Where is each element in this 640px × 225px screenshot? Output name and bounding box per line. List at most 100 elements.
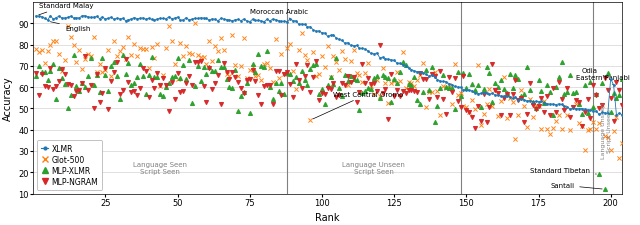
MLP-NGRAM [326, 88, 336, 91]
MLP-NGRAM [588, 84, 598, 87]
MLP-XLMR [198, 66, 209, 70]
Glot-500 [456, 92, 466, 95]
MLP-NGRAM [276, 94, 287, 97]
MLP-NGRAM [580, 111, 590, 115]
Glot-500 [317, 55, 327, 58]
Glot-500 [415, 74, 425, 77]
Glot-500 [357, 81, 367, 85]
MLP-XLMR [138, 75, 148, 79]
MLP-NGRAM [48, 88, 58, 91]
MLP-NGRAM [332, 96, 342, 99]
Glot-500 [525, 98, 535, 101]
Text: Language Seen
Script Seen: Language Seen Script Seen [133, 162, 187, 175]
Glot-500 [550, 120, 561, 123]
Glot-500 [386, 81, 396, 85]
MLP-XLMR [490, 82, 500, 86]
MLP-NGRAM [504, 114, 515, 118]
MLP-NGRAM [429, 75, 440, 78]
MLP-XLMR [614, 94, 625, 98]
MLP-NGRAM [557, 98, 567, 101]
MLP-XLMR [536, 90, 547, 93]
MLP-NGRAM [406, 89, 417, 92]
Glot-500 [54, 53, 64, 56]
MLP-XLMR [65, 93, 76, 97]
Text: Standard Tibetan: Standard Tibetan [530, 167, 596, 174]
Glot-500 [97, 71, 108, 74]
MLP-XLMR [236, 95, 246, 99]
MLP-NGRAM [175, 90, 186, 94]
Glot-500 [201, 63, 211, 66]
MLP-XLMR [522, 66, 532, 70]
MLP-NGRAM [502, 93, 512, 97]
MLP-XLMR [525, 89, 535, 92]
Glot-500 [308, 51, 318, 54]
Glot-500 [603, 135, 613, 139]
Glot-500 [542, 127, 552, 131]
MLP-XLMR [531, 107, 541, 110]
Glot-500 [438, 85, 449, 88]
MLP-NGRAM [369, 81, 379, 85]
Glot-500 [392, 71, 402, 74]
MLP-NGRAM [360, 81, 371, 85]
MLP-XLMR [378, 74, 388, 78]
Text: West Central Oromo: West Central Oromo [313, 91, 404, 119]
MLP-NGRAM [458, 75, 468, 78]
MLP-XLMR [403, 82, 413, 86]
MLP-NGRAM [392, 88, 402, 92]
MLP-NGRAM [343, 75, 353, 78]
Glot-500 [332, 61, 342, 65]
MLP-XLMR [89, 84, 99, 87]
Glot-500 [522, 125, 532, 129]
Glot-500 [279, 73, 289, 77]
MLP-NGRAM [86, 84, 96, 88]
MLP-XLMR [193, 65, 203, 69]
Glot-500 [557, 128, 567, 131]
MLP-XLMR [221, 78, 232, 81]
MLP-XLMR [219, 65, 229, 69]
MLP-NGRAM [305, 91, 316, 94]
Glot-500 [65, 36, 76, 39]
MLP-XLMR [34, 65, 44, 68]
XLMR [341, 43, 349, 45]
MLP-NGRAM [372, 90, 382, 93]
MLP-XLMR [609, 92, 619, 95]
MLP-XLMR [539, 102, 549, 106]
MLP-NGRAM [357, 63, 367, 66]
Glot-500 [31, 48, 41, 52]
MLP-XLMR [332, 57, 342, 60]
MLP-XLMR [533, 79, 543, 83]
MLP-NGRAM [340, 84, 350, 87]
Glot-500 [268, 81, 278, 85]
MLP-NGRAM [323, 87, 333, 91]
Text: Santali: Santali [550, 182, 602, 189]
MLP-NGRAM [389, 94, 399, 98]
MLP-NGRAM [484, 106, 495, 110]
MLP-XLMR [360, 90, 371, 93]
Glot-500 [441, 87, 451, 90]
MLP-NGRAM [539, 111, 549, 115]
Glot-500 [334, 69, 344, 72]
MLP-XLMR [346, 75, 356, 78]
MLP-NGRAM [184, 74, 194, 78]
MLP-XLMR [574, 103, 584, 106]
XLMR [612, 114, 620, 117]
MLP-XLMR [126, 84, 136, 87]
MLP-NGRAM [63, 83, 73, 87]
MLP-XLMR [323, 84, 333, 88]
MLP-NGRAM [473, 105, 483, 108]
MLP-NGRAM [311, 60, 321, 63]
MLP-NGRAM [201, 101, 211, 105]
Glot-500 [253, 74, 264, 77]
Glot-500 [158, 74, 168, 78]
MLP-NGRAM [164, 109, 174, 113]
MLP-XLMR [201, 73, 211, 77]
MLP-NGRAM [479, 92, 489, 96]
MLP-XLMR [415, 103, 425, 106]
MLP-NGRAM [334, 93, 344, 97]
Glot-500 [242, 77, 252, 80]
MLP-XLMR [380, 76, 390, 79]
MLP-NGRAM [536, 97, 547, 100]
MLP-NGRAM [441, 113, 451, 116]
MLP-NGRAM [89, 106, 99, 110]
Glot-500 [265, 67, 275, 70]
